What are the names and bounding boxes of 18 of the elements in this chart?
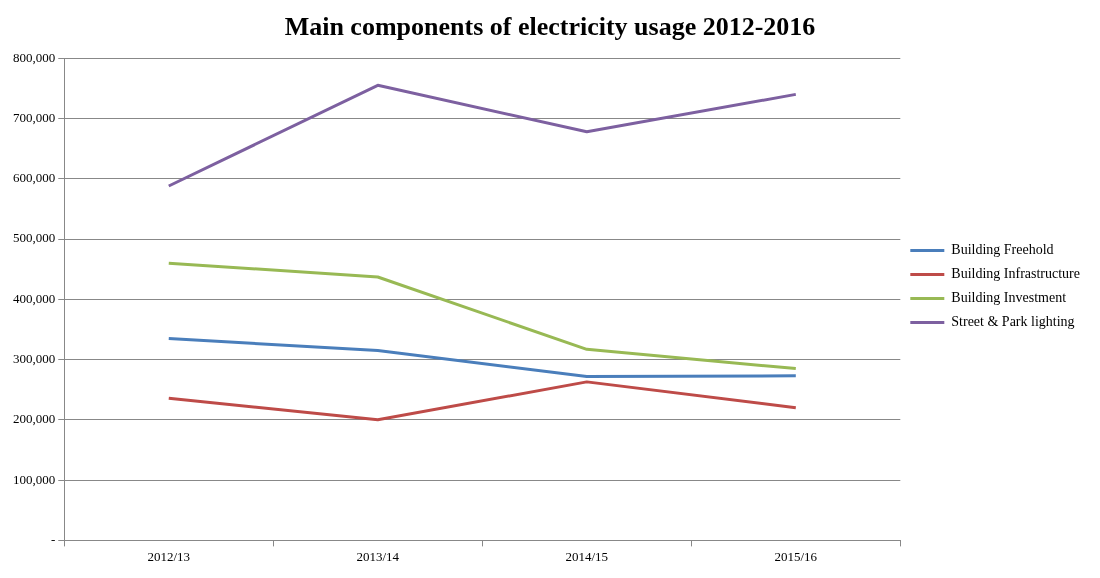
legend-label: Street & Park lighting	[951, 314, 1075, 330]
legend-label: Building Infrastructure	[951, 266, 1080, 282]
x-tick-label: 2014/15	[565, 548, 609, 564]
x-tick-label: 2012/13	[147, 548, 191, 564]
y-tick-label: 600,000	[13, 170, 56, 186]
chart-title: Main components of electricity usage 2012-2016	[284, 12, 816, 42]
y-tick-label: 400,000	[13, 290, 56, 306]
x-tick-label: 2013/14	[356, 548, 400, 564]
x-tick-label: 2015/16	[774, 548, 818, 564]
y-tick-label: 100,000	[13, 471, 56, 487]
y-tick-label: 300,000	[13, 351, 56, 366]
y-tick-label: -	[50, 531, 56, 547]
legend-label: Building Investment	[951, 290, 1067, 306]
y-tick-label: 700,000	[13, 109, 56, 125]
y-tick-label: 200,000	[13, 411, 56, 427]
y-tick-label: 500,000	[13, 230, 56, 246]
legend-label: Building Freehold	[951, 242, 1054, 258]
y-tick-label: 800,000	[13, 49, 56, 65]
